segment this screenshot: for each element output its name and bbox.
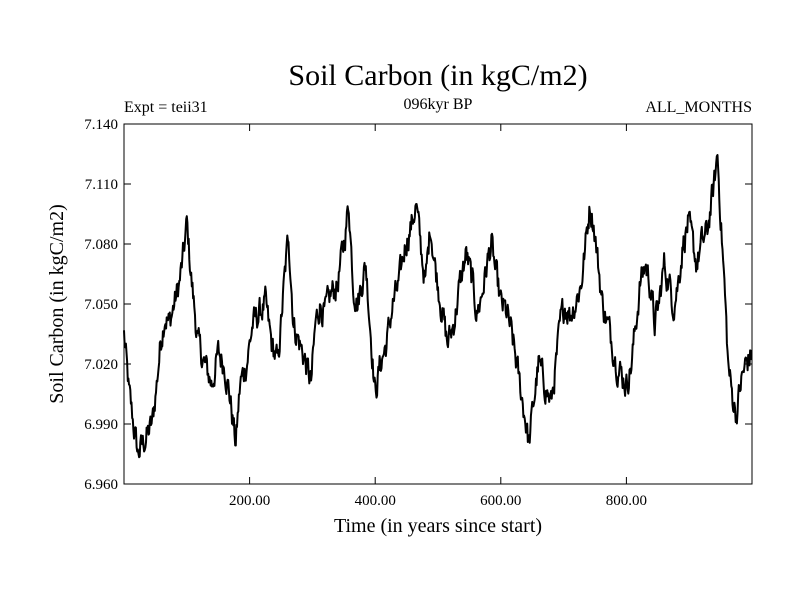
soil-carbon-series-line xyxy=(123,154,753,459)
y-tick-label: 7.140 xyxy=(84,117,118,133)
x-tick-label: 400.00 xyxy=(355,493,396,509)
x-tick-label: 800.00 xyxy=(606,493,647,509)
y-tick-label: 6.960 xyxy=(84,477,118,493)
y-tick-label: 7.110 xyxy=(85,177,118,193)
x-axis-ticks: 200.00 400.00 600.00 800.00 xyxy=(229,124,647,509)
expt-label: Expt = teii31 xyxy=(124,99,208,116)
y-tick-label: 6.990 xyxy=(84,417,118,433)
y-tick-label: 7.020 xyxy=(84,357,118,373)
y-axis-ticks: 6.960 6.990 7.020 7.050 7.080 7.110 7.140 xyxy=(84,117,752,493)
x-tick-label: 200.00 xyxy=(229,493,270,509)
y-tick-label: 7.080 xyxy=(84,237,118,253)
y-tick-label: 7.050 xyxy=(84,297,118,313)
x-axis-label: Time (in years since start) xyxy=(334,515,542,537)
chart-title: Soil Carbon (in kgC/m2) xyxy=(288,59,587,92)
x-tick-label: 600.00 xyxy=(480,493,521,509)
y-axis-label: Soil Carbon (in kgC/m2) xyxy=(46,204,68,403)
chart-subtitle: 096kyr BP xyxy=(404,96,473,113)
months-label: ALL_MONTHS xyxy=(645,99,752,116)
